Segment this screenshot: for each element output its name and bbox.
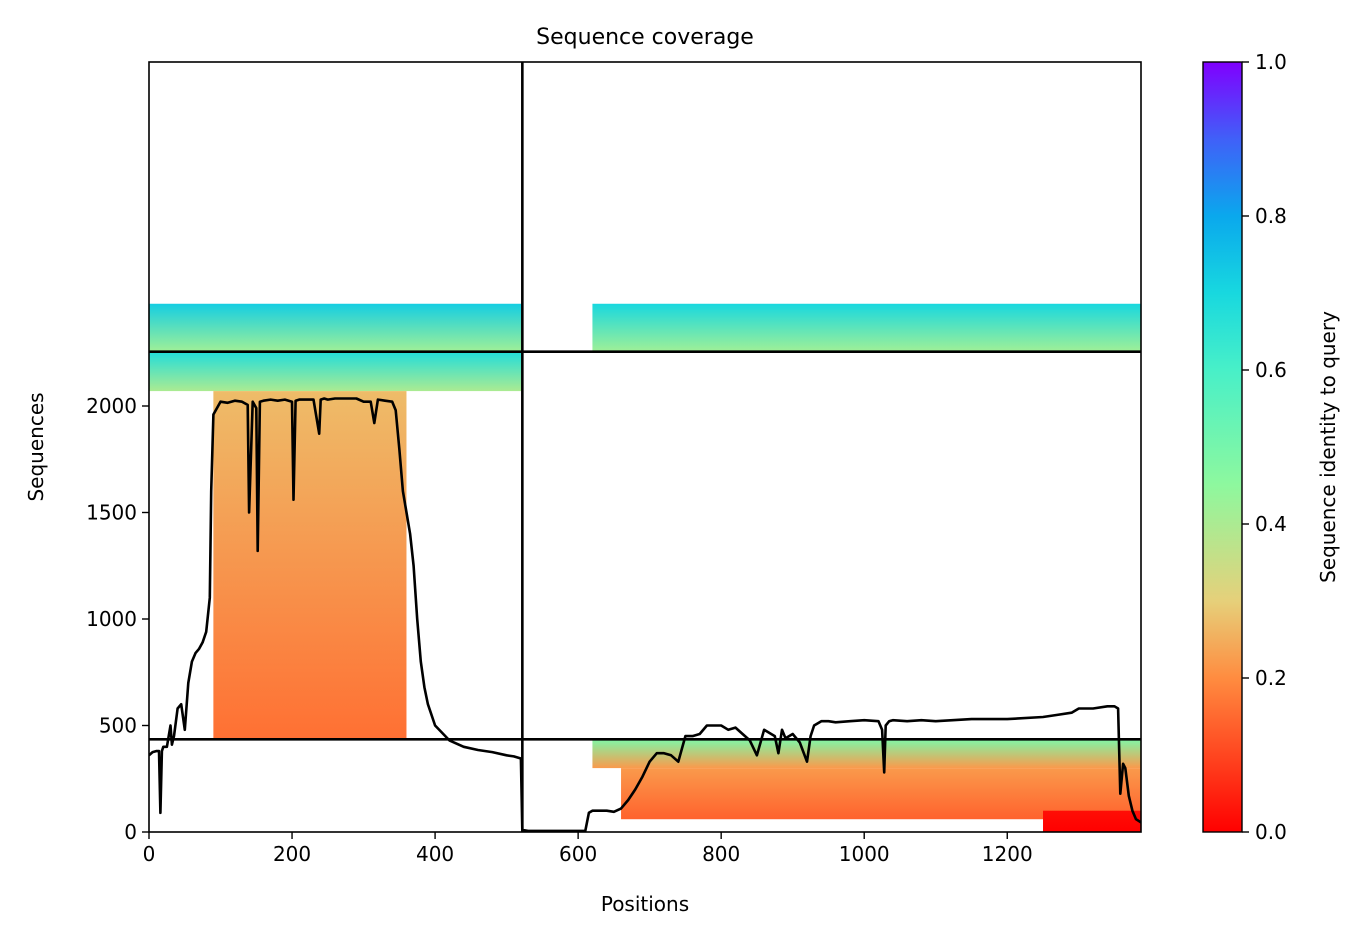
colorbar-tick-label: 0.2: [1255, 666, 1287, 690]
msa-block: [1043, 810, 1141, 832]
x-tick-label: 800: [702, 842, 740, 866]
x-tick-label: 200: [273, 842, 311, 866]
x-tick-label: 400: [416, 842, 454, 866]
colorbar: 0.0 0.2 0.4 0.6 0.8 1.0 Sequence identity to …: [1202, 50, 1340, 844]
y-tick-label: 0: [124, 820, 137, 844]
y-tick-label: 1500: [86, 501, 137, 525]
x-tick-label: 1000: [839, 842, 890, 866]
colorbar-tick-label: 0.8: [1255, 204, 1287, 228]
msa-block: [149, 303, 523, 352]
colorbar-gradient: [1202, 61, 1243, 833]
x-axis-label: Positions: [601, 892, 689, 916]
x-axis-ticks: 0 200 400 600 800 1000 1200: [143, 832, 1033, 866]
chart-title: Sequence coverage: [536, 25, 754, 50]
y-tick-label: 2000: [86, 394, 137, 418]
y-tick-label: 1000: [86, 607, 137, 631]
msa-block: [592, 303, 1141, 352]
x-tick-label: 600: [559, 842, 597, 866]
x-tick-label: 1200: [982, 842, 1033, 866]
plot-frame: [148, 61, 1142, 833]
colorbar-ticks: 0.0 0.2 0.4 0.6 0.8 1.0: [1242, 50, 1287, 844]
chain-boundaries: [149, 62, 1141, 832]
colorbar-tick-label: 1.0: [1255, 50, 1287, 74]
colorbar-tick-label: 0.0: [1255, 820, 1287, 844]
y-axis-label: Sequences: [24, 392, 48, 501]
colorbar-label: Sequence identity to query: [1316, 311, 1340, 583]
msa-blocks: [149, 303, 1141, 832]
coverage-line: [149, 397, 1141, 832]
msa-block: [592, 739, 1141, 769]
y-tick-label: 500: [99, 714, 137, 738]
msa-block: [621, 768, 1141, 820]
msa-block: [149, 351, 523, 392]
colorbar-tick-label: 0.6: [1255, 358, 1287, 382]
colorbar-tick-label: 0.4: [1255, 512, 1287, 536]
msa-block: [213, 391, 407, 740]
plot-area: [148, 61, 1142, 833]
x-tick-label: 0: [143, 842, 156, 866]
y-axis-ticks: 0 500 1000 1500 2000: [86, 394, 149, 844]
